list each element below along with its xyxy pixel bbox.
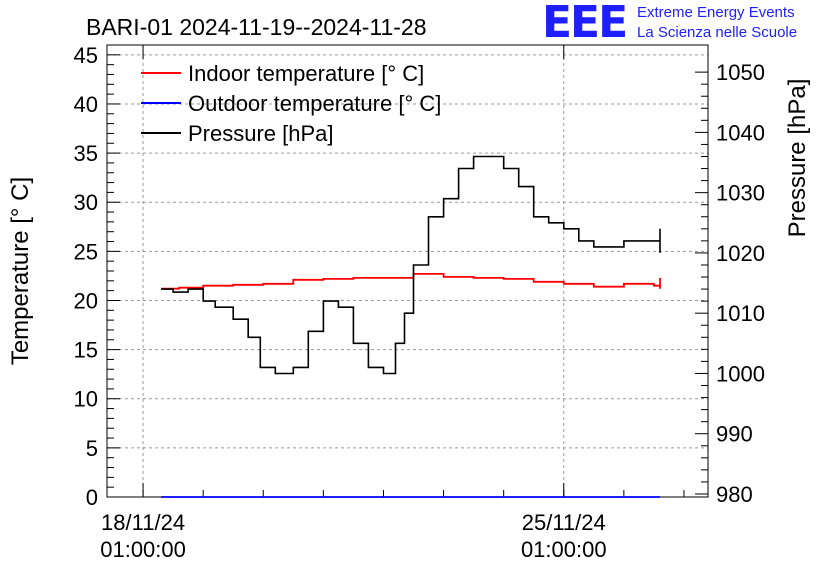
y-tick-label: 10: [74, 387, 98, 412]
legend-label: Indoor temperature [° C]: [188, 61, 424, 86]
y2-tick-label: 1020: [716, 241, 765, 266]
x-tick-label-time: 01:00:00: [100, 537, 186, 562]
y2-tick-label: 990: [716, 422, 753, 447]
y2-tick-label: 980: [716, 482, 753, 507]
y-tick-label: 15: [74, 338, 98, 363]
grid: [107, 45, 708, 497]
y2-tick-label: 1050: [716, 60, 765, 85]
y-tick-label: 30: [74, 190, 98, 215]
y-tick-label: 45: [74, 43, 98, 68]
y-tick-label: 25: [74, 239, 98, 264]
y-tick-label: 5: [86, 436, 98, 461]
legend-label: Pressure [hPa]: [188, 121, 334, 146]
logo-line-2: La Scienza nelle Scuole: [637, 24, 798, 41]
x-tick-label-date: 25/11/24: [522, 510, 606, 535]
y2-tick-label: 1030: [716, 181, 765, 206]
series-line-2: [161, 155, 661, 375]
y-tick-label: 20: [74, 288, 98, 313]
chart-title: BARI-01 2024-11-19--2024-11-28: [86, 14, 427, 40]
y2-axis-label: Pressure [hPa]: [784, 79, 811, 238]
y-tick-label: 35: [74, 141, 98, 166]
x-tick-label-date: 18/11/24: [101, 510, 185, 535]
series-layer: [161, 155, 661, 498]
eee-logo-icon: EEE: [542, 0, 628, 48]
y2-tick-label: 1010: [716, 301, 765, 326]
y-tick-label: 40: [74, 92, 98, 117]
y2-tick-label: 1040: [716, 120, 765, 145]
y-tick-label: 0: [86, 485, 98, 510]
y-axis-label: Temperature [° C]: [7, 177, 34, 365]
logo-line-1: Extreme Energy Events: [637, 4, 795, 21]
x-tick-label-time: 01:00:00: [521, 537, 607, 562]
left-axis: 0 5 10 15 20 25 30 35 40 45: [74, 43, 120, 510]
legend: Indoor temperature [° C] Outdoor temperat…: [141, 61, 441, 146]
y2-tick-label: 1000: [716, 361, 765, 386]
series-line-0: [161, 273, 661, 290]
legend-label: Outdoor temperature [° C]: [188, 91, 441, 116]
right-axis: 980 990 1000 1010 1020 1030 1040 1050: [695, 60, 765, 507]
